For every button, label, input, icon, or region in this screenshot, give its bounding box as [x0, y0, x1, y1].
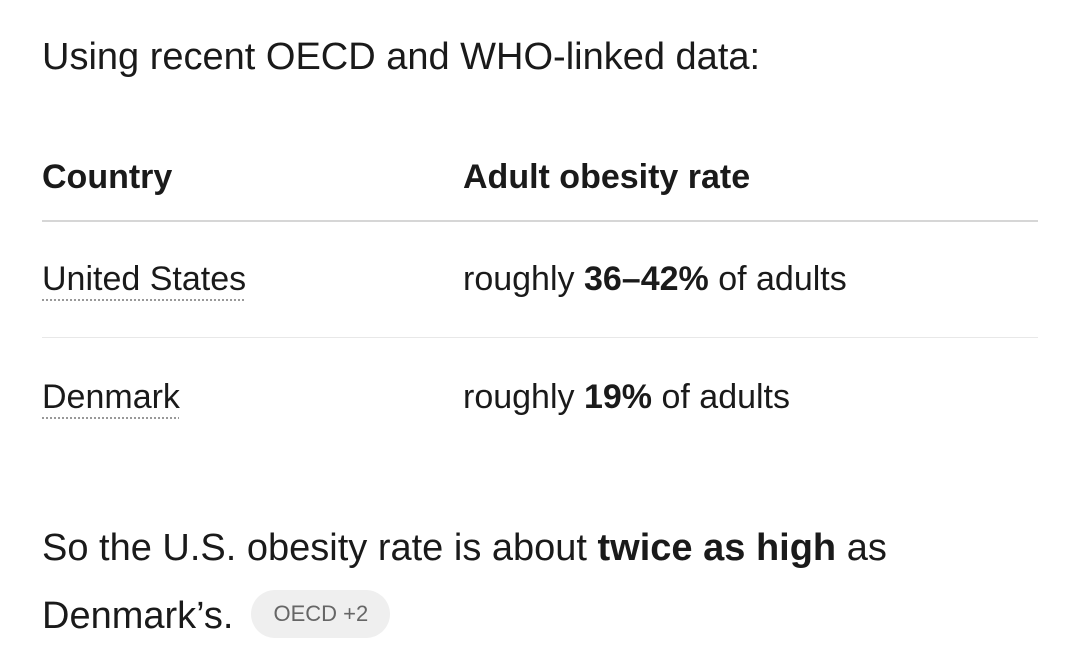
rate-cell: roughly 19% of adults [463, 378, 790, 417]
country-link[interactable]: United States [42, 260, 247, 298]
citation-more: +2 [343, 600, 369, 626]
text: So the U.S. obesity rate is about [42, 527, 598, 569]
text: roughly [463, 378, 584, 416]
text: as Denmark’s. [42, 527, 898, 637]
header-divider [42, 220, 1038, 222]
conclusion: So the U.S. obesity rate is about twice … [42, 514, 1002, 650]
rate-cell: roughly 36–42% of adults [463, 260, 847, 299]
text: of adults [652, 378, 791, 416]
table-header: Adult obesity rate [463, 158, 751, 196]
row-divider [42, 337, 1038, 338]
citation-chip[interactable]: OECD +2 [251, 589, 391, 638]
bold-text: 36–42% [583, 260, 709, 298]
country-link[interactable]: Denmark [42, 378, 180, 416]
text: of adults [708, 260, 847, 298]
text: roughly [463, 260, 584, 298]
table-header: Country [42, 158, 173, 196]
citation-source: OECD [273, 600, 338, 626]
bold-text: twice as high [597, 527, 837, 569]
intro-text: Using recent OECD and WHO-linked data: [42, 36, 761, 78]
bold-text: 19% [583, 378, 653, 416]
